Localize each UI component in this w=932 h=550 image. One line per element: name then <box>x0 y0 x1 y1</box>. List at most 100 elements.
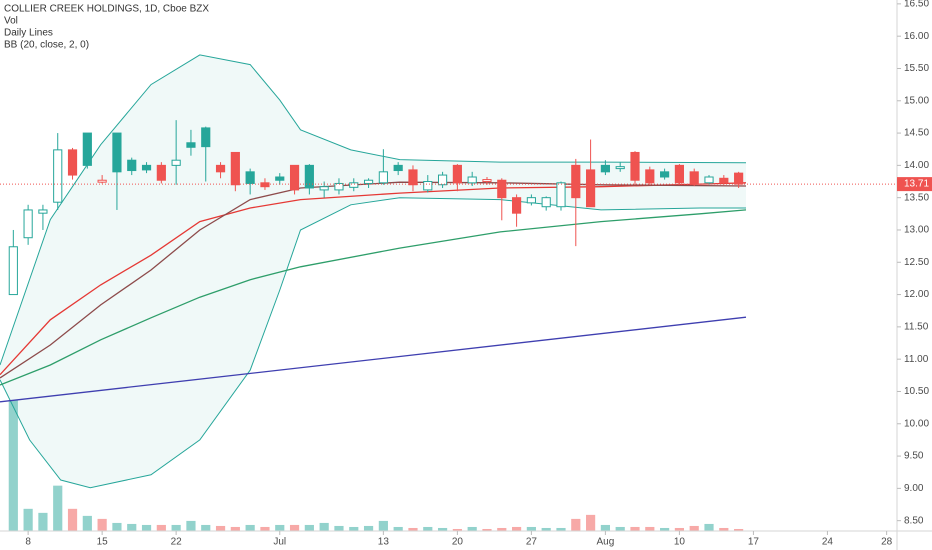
y-tick-label: 10.00 <box>904 418 929 429</box>
y-tick-label: 14.00 <box>904 160 929 171</box>
x-tick-label: 8 <box>25 537 31 548</box>
volume-bar <box>97 518 107 531</box>
candle-body <box>8 246 18 296</box>
volume-bar <box>349 526 359 531</box>
x-tick-label: 27 <box>526 537 538 548</box>
candle-body <box>363 179 374 184</box>
candle-body <box>615 166 625 170</box>
volume-bar <box>541 527 551 531</box>
volume-bar <box>127 523 137 531</box>
x-tick-label: Jul <box>273 537 286 548</box>
x-tick-label: 17 <box>748 537 760 548</box>
y-tick-label: 12.00 <box>904 289 929 300</box>
volume-bar <box>363 525 374 531</box>
volume-bar <box>8 400 18 531</box>
legend-item: Daily Lines <box>4 28 53 39</box>
volume-bar <box>141 524 152 531</box>
candle-body <box>23 209 33 239</box>
candle-body <box>586 169 596 208</box>
volume-bar <box>289 524 300 531</box>
candle-body <box>482 179 492 183</box>
candle-body <box>378 171 388 184</box>
candle-body <box>689 171 699 185</box>
candle-body <box>97 179 107 183</box>
y-tick-label: 14.50 <box>904 128 929 139</box>
candle-body <box>53 149 63 203</box>
x-tick-label: 28 <box>881 537 893 548</box>
volume-bar <box>615 526 625 531</box>
volume-bar <box>53 485 63 531</box>
volume-bar <box>512 526 522 531</box>
volume-bar <box>38 512 48 531</box>
y-tick-label: 15.50 <box>904 63 929 74</box>
volume-bar <box>437 527 448 531</box>
candle-body <box>571 164 581 199</box>
legend-item: Vol <box>4 16 18 27</box>
volume-bar <box>586 514 596 531</box>
y-tick-label: 13.00 <box>904 225 929 236</box>
volume-bar <box>186 520 196 531</box>
candle-body <box>630 151 640 181</box>
y-tick-label: 11.50 <box>904 322 929 333</box>
volume-bar <box>334 525 344 531</box>
candle-body <box>556 182 566 208</box>
candle-body <box>452 164 462 184</box>
volume-bar <box>630 526 640 531</box>
volume-bar <box>201 524 211 531</box>
candle-body <box>275 176 285 181</box>
volume-bar <box>497 527 507 531</box>
candle-body <box>437 174 448 186</box>
volume-bar <box>660 527 670 531</box>
candle-body <box>245 171 255 184</box>
volume-bar <box>719 527 729 531</box>
candle-body <box>260 182 270 188</box>
x-tick-label: 22 <box>171 537 183 548</box>
y-tick-label: 9.50 <box>904 451 924 462</box>
x-tick-label: 15 <box>97 537 109 548</box>
volume-bar <box>82 515 92 531</box>
x-tick-label: 24 <box>822 537 834 548</box>
candle-body <box>408 169 418 186</box>
volume-bar <box>689 525 699 531</box>
volume-bar <box>526 526 536 531</box>
candle-body <box>171 159 181 166</box>
volume-bar <box>393 526 403 531</box>
candle-body <box>674 164 684 184</box>
candle-body <box>230 151 240 186</box>
volume-bar <box>23 508 33 531</box>
candle-body <box>512 197 522 214</box>
volume-bar <box>378 520 388 531</box>
legend-item: BB (20, close, 2, 0) <box>4 40 89 51</box>
volume-bar <box>467 526 477 531</box>
plot <box>0 54 747 531</box>
candle-body <box>423 181 433 191</box>
last-price-label: 13.71 <box>904 179 929 190</box>
bollinger-band <box>0 54 746 488</box>
volume-bar <box>571 518 581 531</box>
candle-body <box>734 172 744 185</box>
candle-body <box>719 177 729 184</box>
moving-average <box>0 209 747 386</box>
candle-body <box>82 132 92 166</box>
candle-body <box>645 169 655 184</box>
volume-bar <box>67 508 78 531</box>
y-tick-label: 16.50 <box>904 0 929 10</box>
volume-bar <box>156 524 166 531</box>
candle-body <box>349 182 359 188</box>
candle-body <box>541 197 551 208</box>
candle-body <box>393 164 403 172</box>
y-tick-label: 11.00 <box>904 354 929 365</box>
moving-average <box>0 181 747 379</box>
bollinger-upper <box>0 54 747 366</box>
volume-bar <box>245 524 255 531</box>
y-tick-label: 12.50 <box>904 257 929 268</box>
last-price-box <box>897 177 932 192</box>
moving-average <box>0 316 747 403</box>
candle-body <box>600 164 610 173</box>
volume-bar <box>215 525 226 531</box>
volume-bar <box>556 527 566 531</box>
y-tick-label: 13.50 <box>904 192 929 203</box>
